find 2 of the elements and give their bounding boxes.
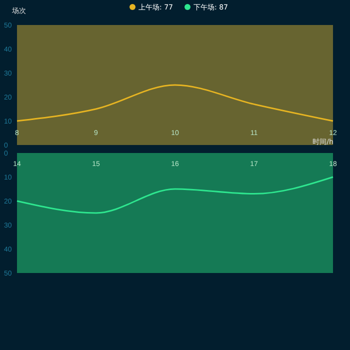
line-series — [16, 176, 334, 214]
line-series — [16, 84, 334, 122]
